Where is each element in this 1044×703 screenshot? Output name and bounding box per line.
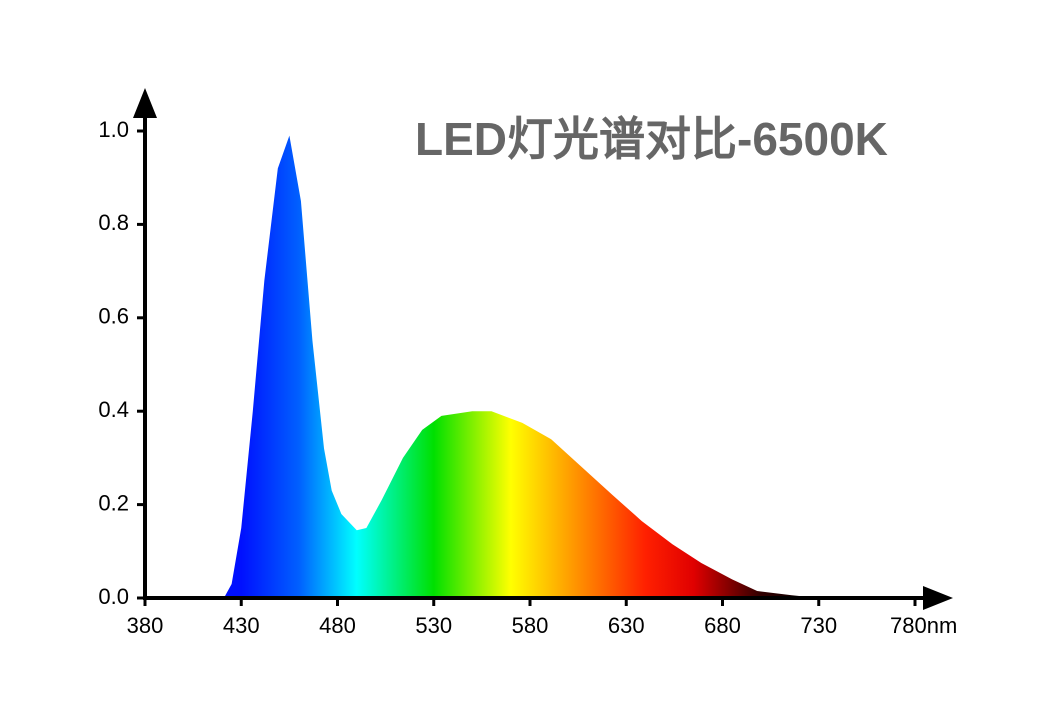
x-tick-label: 580 bbox=[512, 613, 549, 638]
y-tick-label: 0.8 bbox=[98, 210, 129, 235]
y-tick-label: 0.2 bbox=[98, 490, 129, 515]
x-tick-label: 480 bbox=[319, 613, 356, 638]
x-tick-label: 780nm bbox=[890, 613, 957, 638]
x-tick-label: 730 bbox=[800, 613, 837, 638]
y-tick-label: 0.0 bbox=[98, 584, 129, 609]
x-tick-label: 680 bbox=[704, 613, 741, 638]
y-tick-label: 0.6 bbox=[98, 304, 129, 329]
x-tick-label: 380 bbox=[127, 613, 164, 638]
chart-title: LED灯光谱对比-6500K bbox=[415, 113, 888, 165]
x-tick-label: 530 bbox=[415, 613, 452, 638]
plot-area bbox=[223, 135, 819, 599]
x-axis-arrow bbox=[923, 586, 953, 610]
y-tick-label: 0.4 bbox=[98, 397, 129, 422]
y-axis-arrow bbox=[133, 88, 157, 118]
x-tick-label: 630 bbox=[608, 613, 645, 638]
spectrum-area bbox=[223, 135, 819, 599]
y-tick-label: 1.0 bbox=[98, 117, 129, 142]
x-tick-label: 430 bbox=[223, 613, 260, 638]
